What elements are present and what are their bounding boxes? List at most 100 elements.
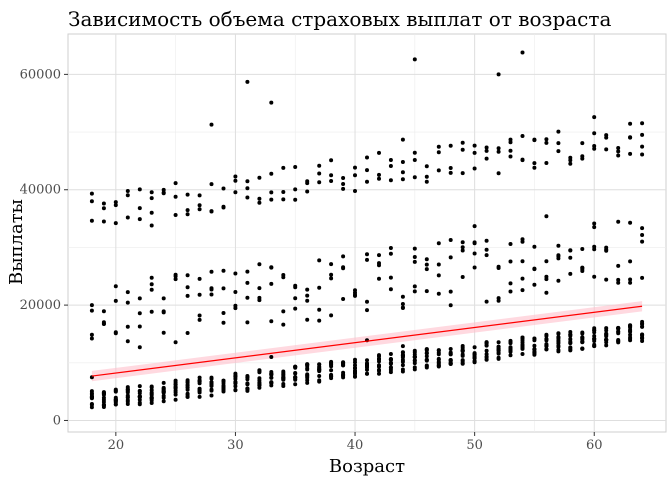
- data-point: [377, 172, 381, 177]
- data-point: [377, 354, 381, 359]
- data-point: [377, 276, 381, 281]
- data-point: [269, 190, 274, 195]
- data-point: [281, 322, 286, 327]
- data-point: [640, 144, 645, 149]
- data-point: [388, 361, 393, 366]
- data-point: [221, 320, 226, 325]
- data-point: [412, 255, 417, 259]
- data-point: [496, 264, 501, 269]
- data-point: [365, 179, 369, 184]
- data-point: [113, 221, 118, 226]
- data-point: [484, 156, 489, 161]
- data-point: [388, 164, 393, 168]
- data-point: [616, 263, 621, 268]
- data-point: [245, 79, 250, 84]
- data-point: [305, 366, 310, 371]
- data-point: [329, 173, 334, 178]
- data-point: [125, 402, 130, 406]
- data-point: [209, 286, 214, 291]
- data-point: [520, 157, 525, 162]
- data-point: [113, 331, 118, 336]
- x-tick-label: 30: [227, 438, 244, 453]
- data-point: [472, 251, 477, 256]
- data-point: [173, 378, 178, 383]
- data-point: [400, 177, 405, 182]
- data-point: [472, 224, 477, 229]
- data-point: [197, 292, 202, 297]
- data-point: [149, 223, 154, 228]
- data-point: [269, 265, 274, 270]
- data-point: [568, 330, 573, 334]
- data-point: [556, 344, 561, 349]
- data-point: [640, 321, 645, 326]
- data-point: [532, 161, 537, 166]
- data-point: [412, 350, 417, 355]
- data-point: [245, 186, 250, 191]
- data-point: [341, 265, 346, 270]
- data-point: [388, 357, 393, 361]
- data-point: [568, 337, 573, 342]
- data-point: [616, 277, 621, 282]
- data-point: [161, 386, 166, 391]
- data-point: [305, 287, 310, 292]
- data-point: [125, 398, 130, 403]
- data-point: [580, 335, 585, 340]
- data-point: [508, 339, 513, 344]
- data-point: [197, 317, 202, 322]
- data-point: [125, 387, 130, 392]
- data-point: [472, 150, 477, 155]
- data-point: [484, 238, 489, 243]
- data-point: [460, 358, 465, 363]
- data-point: [412, 354, 417, 359]
- data-point: [245, 195, 250, 200]
- data-point: [556, 349, 561, 354]
- data-point: [484, 253, 489, 258]
- data-point: [293, 296, 298, 301]
- data-point: [460, 171, 465, 176]
- data-point: [592, 274, 597, 279]
- data-point: [556, 254, 561, 259]
- data-point: [400, 367, 405, 372]
- data-point: [329, 179, 334, 183]
- data-point: [197, 379, 202, 384]
- data-point: [640, 275, 645, 280]
- data-point: [257, 175, 262, 180]
- data-point: [436, 262, 441, 267]
- x-tick-label: 50: [466, 438, 483, 453]
- data-point: [293, 197, 298, 202]
- data-point: [377, 261, 381, 266]
- data-point: [484, 340, 489, 345]
- data-point: [257, 262, 262, 267]
- data-point: [448, 166, 453, 170]
- data-point: [329, 362, 334, 367]
- data-point: [293, 371, 298, 375]
- data-point: [400, 170, 405, 175]
- data-point: [604, 248, 609, 253]
- data-point: [556, 129, 561, 134]
- data-point: [293, 283, 298, 288]
- data-point: [281, 190, 286, 194]
- data-point: [197, 375, 202, 380]
- data-point: [209, 393, 214, 398]
- data-point: [233, 290, 238, 294]
- data-point: [317, 374, 322, 378]
- data-point: [388, 246, 393, 250]
- y-tick-label: 0: [53, 413, 61, 428]
- data-point: [341, 362, 346, 367]
- data-point: [604, 326, 609, 331]
- data-point: [113, 203, 118, 208]
- data-point: [448, 347, 453, 351]
- data-point: [125, 193, 130, 198]
- y-axis-ticks: 0 20000 40000 60000: [20, 67, 68, 428]
- data-point: [496, 296, 501, 301]
- data-point: [113, 200, 118, 205]
- data-point: [616, 153, 621, 158]
- data-point: [293, 306, 298, 311]
- data-point: [592, 336, 597, 341]
- data-point: [197, 207, 202, 212]
- data-point: [424, 351, 429, 356]
- data-point: [233, 190, 238, 195]
- data-point: [353, 363, 357, 368]
- data-point: [101, 201, 106, 206]
- data-point: [424, 164, 429, 169]
